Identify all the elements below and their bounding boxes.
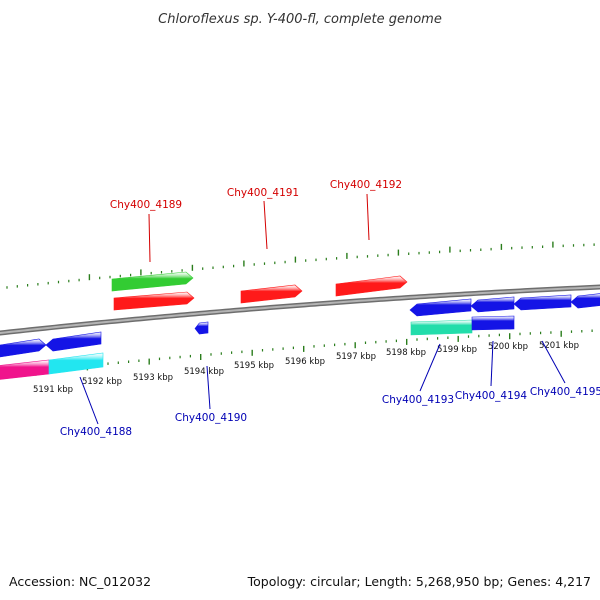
- leader-line: [541, 340, 566, 384]
- leader-line: [79, 376, 99, 425]
- backbone-line: [0, 286, 600, 335]
- gene-label: Chy400_4195: [530, 386, 600, 398]
- scale-label: 5191 kbp: [33, 385, 73, 395]
- scale-label: 5192 kbp: [82, 377, 122, 387]
- gene-label: Chy400_4194: [455, 390, 528, 402]
- gene-teal: [410, 319, 473, 336]
- gene-blue-right-1: [409, 298, 472, 317]
- gene-blue-left-2: [45, 331, 102, 352]
- gene-blue-left-1: [0, 338, 47, 358]
- map-title: Chloroflexus sp. Y-400-fl, complete geno…: [158, 12, 442, 27]
- gene-magenta: [0, 359, 50, 380]
- gene-blue-right-2: [470, 296, 515, 313]
- scale-label: 5201 kbp: [539, 341, 579, 351]
- gene-label: Chy400_4190: [175, 412, 247, 424]
- scale-label: 5197 kbp: [336, 352, 376, 362]
- gene-label: Chy400_4193: [382, 394, 454, 406]
- scale-label: 5198 kbp: [386, 348, 426, 358]
- leader-line: [148, 213, 151, 263]
- gene-red-2: [240, 284, 303, 304]
- leader-line: [263, 200, 268, 250]
- gene-blue-right-3: [513, 294, 572, 311]
- gene-label: Chy400_4192: [330, 179, 402, 191]
- genome-summary: Topology: circular; Length: 5,268,950 bp…: [247, 574, 591, 589]
- scale-label: 5194 kbp: [184, 367, 224, 377]
- scale-label: 5200 kbp: [488, 342, 528, 352]
- gene-blue-small: [194, 321, 209, 335]
- accession-label: Accession: NC_012032: [9, 574, 151, 589]
- scale-label: 5196 kbp: [285, 357, 325, 367]
- scale-label: 5193 kbp: [133, 373, 173, 383]
- leader-line: [206, 365, 211, 410]
- gene-green-top: [111, 271, 194, 292]
- scale-label: 5199 kbp: [437, 345, 477, 355]
- gene-label: Chy400_4188: [60, 426, 132, 438]
- leader-line: [366, 193, 370, 241]
- gene-blue-right-4: [570, 293, 600, 309]
- leader-line: [490, 340, 494, 387]
- gene-red-1: [113, 291, 195, 311]
- gene-cyan: [48, 352, 104, 375]
- gene-label: Chy400_4189: [110, 199, 182, 211]
- gene-blue-rect: [471, 315, 515, 331]
- gene-red-3: [335, 275, 408, 297]
- gene-label: Chy400_4191: [227, 187, 299, 199]
- leader-line: [419, 343, 441, 392]
- scale-label: 5195 kbp: [234, 361, 274, 371]
